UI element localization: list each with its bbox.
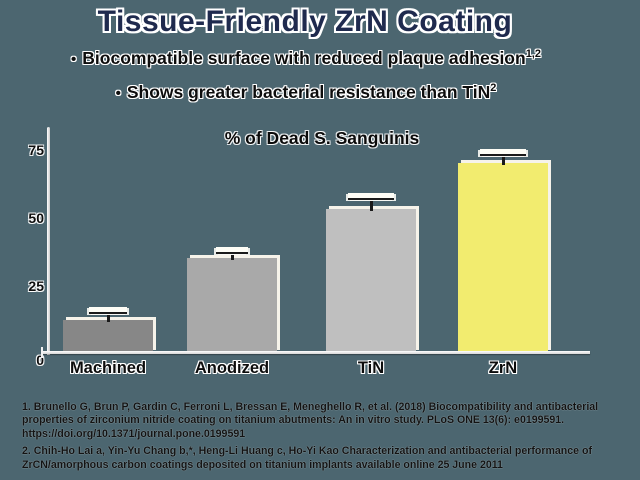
y-axis-tick-label: 75 — [28, 142, 44, 158]
error-bar-cap — [348, 192, 394, 200]
y-axis-tick-label: 25 — [28, 278, 44, 294]
chart-title: % of Dead S. Sanguinis — [224, 128, 420, 148]
bullet-icon: • — [115, 85, 121, 102]
bullet-text: Shows greater bacterial resistance than … — [126, 82, 491, 102]
category-label-tin: TiN — [357, 359, 385, 377]
bullet-item-bacterial-resistance: • Shows greater bacterial resistance than… — [0, 82, 612, 103]
bar-machined — [63, 320, 153, 353]
category-label-anodized: Anodized — [194, 359, 270, 377]
bullet-text: Biocompatible surface with reduced plaqu… — [82, 48, 526, 68]
error-bar-stem — [230, 252, 234, 260]
y-axis-line — [47, 127, 50, 355]
bar-tin — [326, 208, 416, 353]
reference-citation: 2. Chih-Ho Lai a, Yin-Yu Chang b,*, Heng… — [22, 445, 634, 472]
x-axis-origin-tick — [41, 347, 43, 358]
reference-line: ZrCN/amorphous carbon coatings deposited… — [22, 458, 503, 471]
error-bar-stem — [369, 197, 373, 211]
bullet-icon: • — [71, 51, 77, 68]
error-bar-cap — [480, 149, 526, 157]
bullet-item-biocompatible: • Biocompatible surface with reduced plaq… — [0, 48, 612, 69]
y-axis-tick-label: 50 — [28, 210, 44, 226]
category-label-zrn: ZrN — [488, 359, 518, 377]
error-bar-cap — [216, 247, 248, 255]
bullet-superscript: 1,2 — [525, 48, 541, 61]
bullet-superscript: 2 — [490, 82, 497, 95]
error-bar-stem — [106, 312, 110, 323]
reference-line: properties of zirconium nitride coating … — [22, 414, 565, 427]
error-bar-cap — [89, 307, 127, 315]
bar-zrn — [458, 162, 548, 353]
reference-line: 2. Chih-Ho Lai a, Yin-Yu Chang b,*, Heng… — [22, 445, 592, 458]
reference-line: https://doi.org/10.1371/journal.pone.019… — [22, 427, 246, 440]
page-title: Tissue-Friendly ZrN Coating — [97, 5, 513, 38]
x-axis-line — [41, 351, 590, 354]
category-label-machined: Machined — [69, 359, 147, 377]
y-axis-tick-label: 0 — [36, 352, 44, 368]
references: 1. Brunello G, Brun P, Gardin C, Ferroni… — [22, 401, 634, 476]
reference-citation: 1. Brunello G, Brun P, Gardin C, Ferroni… — [22, 401, 634, 441]
bar-anodized — [187, 257, 277, 353]
error-bar-stem — [501, 154, 505, 165]
reference-line: 1. Brunello G, Brun P, Gardin C, Ferroni… — [22, 401, 599, 413]
